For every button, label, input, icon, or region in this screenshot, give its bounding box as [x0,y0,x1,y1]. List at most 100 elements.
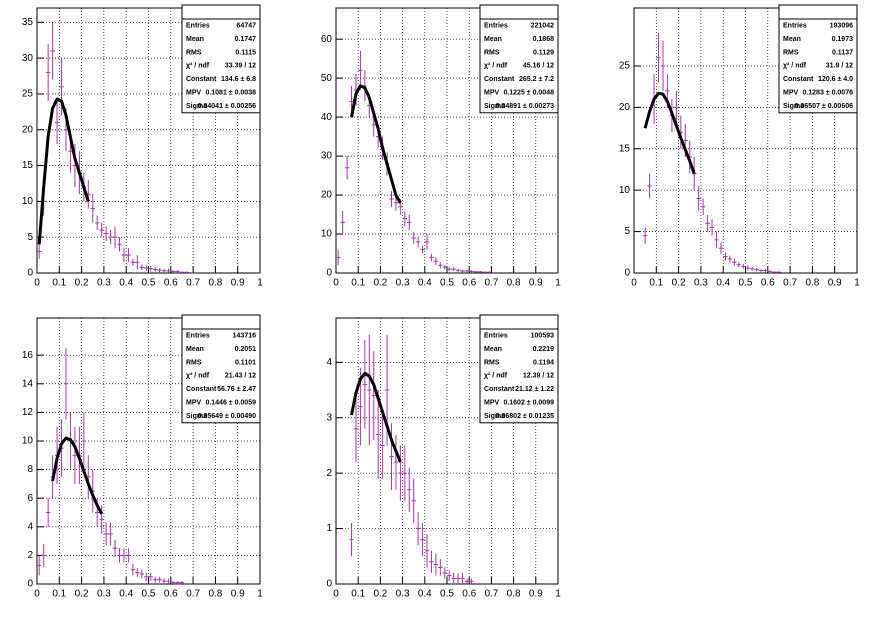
y-tick-label: 2 [27,550,33,561]
x-tick-label: 0.9 [231,278,245,289]
stats-value: 221042 [531,23,554,30]
stats-value: 134.6 ± 6.8 [221,76,256,83]
y-tick-label: 25 [22,89,34,100]
stats-value: 45.16 / 12 [523,63,554,70]
x-tick-label: 0.4 [716,278,730,289]
stats-label: Mean [484,36,502,43]
y-tick-label: 2 [326,468,332,479]
x-tick-label: 0.6 [761,278,775,289]
stats-value: 0.05649 ± 0.00490 [198,413,256,420]
y-tick-label: 5 [27,232,33,243]
stats-label: χ² / ndf [186,63,210,70]
x-tick-label: 0.1 [52,589,66,600]
x-tick-label: 0.7 [186,589,200,600]
stats-label: Constant [186,76,217,83]
stats-label: Constant [783,76,814,83]
x-tick-label: 0.2 [373,278,387,289]
x-tick-label: 0.4 [418,589,432,600]
stats-label: RMS [484,359,500,366]
stats-label: RMS [186,49,202,56]
stats-value: 21.12 ± 1.22 [515,386,554,393]
x-tick-label: 0.8 [507,278,521,289]
y-tick-label: 40 [321,112,333,123]
y-tick-label: 0 [27,579,33,590]
stats-label: Mean [484,346,502,353]
y-tick-label: 1 [326,523,332,534]
stats-label: Entries [186,333,210,340]
x-tick-label: 0.4 [119,589,133,600]
stats-label: Sigma [186,103,207,110]
stats-label: χ² / ndf [783,63,807,70]
stats-label: MPV [484,400,500,407]
stats-label: Entries [484,333,508,340]
stats-label: Sigma [484,103,505,110]
stats-label: Sigma [783,103,804,110]
x-tick-label: 0.6 [462,589,476,600]
x-tick-label: 0.2 [373,589,387,600]
x-tick-label: 0.1 [649,278,663,289]
x-tick-label: 0.7 [186,278,200,289]
y-tick-label: 6 [27,493,33,504]
x-tick-label: 1 [257,589,263,600]
stats-value: 0.06802 ± 0.01235 [496,413,554,420]
stats-label: Entries [783,23,807,30]
stats-box [181,4,261,114]
x-tick-label: 0.1 [351,278,365,289]
x-tick-label: 0.5 [440,278,454,289]
stats-box [778,4,858,114]
x-tick-label: 0.1 [52,278,66,289]
fit-curve [350,84,402,204]
y-tick-label: 10 [22,436,34,447]
stats-value: 0.1137 [832,49,853,56]
y-tick-label: 5 [624,226,630,237]
y-tick-label: 15 [619,143,631,154]
x-tick-label: 0.9 [231,589,245,600]
stats-value: 193096 [830,23,853,30]
stats-value: 31.9 / 12 [826,63,853,70]
stats-value: 0.1747 [235,36,257,43]
y-tick-label: 12 [22,407,34,418]
y-tick-label: 15 [22,160,34,171]
x-tick-label: 0.8 [805,278,819,289]
x-tick-label: 0.5 [739,278,753,289]
x-tick-label: 0.3 [97,278,111,289]
x-tick-label: 0.5 [142,589,156,600]
x-tick-label: 0.5 [440,589,454,600]
stats-value: 56.76 ± 2.47 [217,386,256,393]
y-tick-label: 10 [22,196,34,207]
stats-value: 0.1115 [235,49,256,56]
x-tick-label: 0.3 [396,589,410,600]
stats-label: χ² / ndf [484,373,508,380]
y-tick-label: 4 [27,521,33,532]
x-tick-label: 1 [555,589,561,600]
fit-curve [37,97,90,245]
stats-label: MPV [484,90,500,97]
fit-curve [643,91,696,175]
stats-value: 12.39 / 12 [523,373,554,380]
x-tick-label: 0.6 [462,278,476,289]
stats-value: 21.43 / 12 [225,373,256,380]
stats-value: 0.04891 ± 0.00273 [496,103,554,110]
stats-label: MPV [783,90,799,97]
x-tick-label: 0 [631,278,637,289]
x-tick-label: 1 [555,278,561,289]
x-tick-label: 0 [34,589,40,600]
stats-value: 0.06507 ± 0.00606 [795,103,853,110]
y-tick-label: 60 [321,34,333,45]
stats-label: Constant [484,76,515,83]
stats-value: 0.1225 ± 0.0048 [503,90,554,97]
stats-value: 0.2051 [235,346,257,353]
x-tick-label: 0.4 [418,278,432,289]
y-tick-label: 4 [326,357,332,368]
stats-value: 0.04041 ± 0.00256 [198,103,256,110]
stats-label: RMS [484,49,500,56]
x-tick-label: 0.3 [97,589,111,600]
y-tick-label: 8 [27,464,33,475]
x-tick-label: 0.9 [529,589,543,600]
x-tick-label: 0.7 [783,278,797,289]
stats-label: χ² / ndf [186,373,210,380]
x-tick-label: 0.7 [484,589,498,600]
stats-value: 265.2 ± 7.2 [519,76,554,83]
y-tick-label: 0 [326,268,332,279]
